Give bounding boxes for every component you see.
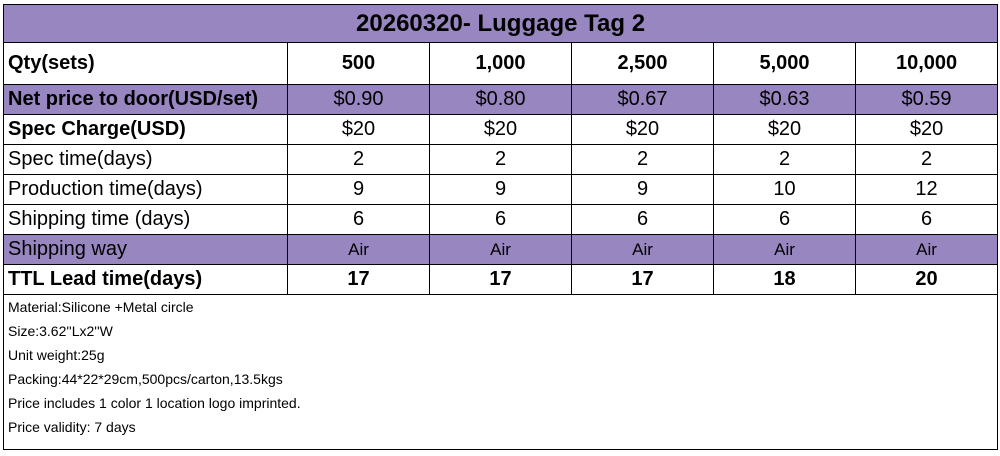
qty-header-row: Qty(sets) 500 1,000 2,500 5,000 10,000: [3, 42, 999, 85]
value-cell: 2: [287, 144, 430, 175]
note-line: Packing:44*22*29cm,500pcs/carton,13.5kgs: [8, 371, 283, 387]
value-cell: Air: [287, 234, 430, 265]
value-cell: 2: [713, 144, 856, 175]
notes-row: Material:Silicone +Metal circle Size:3.6…: [2, 294, 999, 450]
production-time-row: Production time(days) 9 9 9 10 12: [3, 174, 999, 205]
value-cell: $20: [854, 114, 999, 145]
value-cell: Air: [713, 234, 856, 265]
value-cell: 18: [713, 264, 856, 295]
value-cell: 6: [571, 204, 714, 235]
lead-time-row: TTL Lead time(days) 17 17 17 18 20: [3, 264, 999, 295]
row-label: Production time(days): [3, 174, 288, 205]
value-cell: 6: [713, 204, 856, 235]
title-row: 20260320- Luggage Tag 2: [2, 4, 999, 43]
note-line: Price includes 1 color 1 location logo i…: [8, 395, 301, 411]
price-cell: $0.59: [854, 84, 999, 115]
row-label: Net price to door(USD/set): [3, 84, 288, 115]
spec-charge-row: Spec Charge(USD) $20 $20 $20 $20 $20: [3, 114, 999, 145]
note-line: Material:Silicone +Metal circle: [8, 299, 194, 315]
qty-cell: 10,000: [854, 42, 999, 85]
value-cell: 9: [571, 174, 714, 205]
note-line: Size:3.62''Lx2''W: [8, 323, 113, 339]
value-cell: 20: [854, 264, 999, 295]
value-cell: 17: [571, 264, 714, 295]
value-cell: 10: [713, 174, 856, 205]
row-label: TTL Lead time(days): [3, 264, 288, 295]
price-cell: $0.63: [713, 84, 856, 115]
value-cell: 9: [287, 174, 430, 205]
shipping-time-row: Shipping time (days) 6 6 6 6 6: [3, 204, 999, 235]
value-cell: $20: [713, 114, 856, 145]
qty-cell: 500: [287, 42, 430, 85]
value-cell: 6: [429, 204, 572, 235]
row-label: Shipping way: [3, 234, 288, 265]
quote-sheet: 20260320- Luggage Tag 2 Qty(sets) 500 1,…: [2, 4, 999, 450]
value-cell: 2: [429, 144, 572, 175]
value-cell: 2: [854, 144, 999, 175]
qty-cell: 2,500: [571, 42, 714, 85]
shipping-way-row: Shipping way Air Air Air Air Air: [3, 234, 999, 265]
value-cell: 9: [429, 174, 572, 205]
value-cell: $20: [571, 114, 714, 145]
sheet-title: 20260320- Luggage Tag 2: [2, 4, 999, 43]
value-cell: Air: [571, 234, 714, 265]
value-cell: 2: [571, 144, 714, 175]
row-label: Shipping time (days): [3, 204, 288, 235]
net-price-row: Net price to door(USD/set) $0.90 $0.80 $…: [3, 84, 999, 115]
value-cell: $20: [429, 114, 572, 145]
price-cell: $0.67: [571, 84, 714, 115]
value-cell: 17: [287, 264, 430, 295]
qty-cell: 5,000: [713, 42, 856, 85]
spec-time-row: Spec time(days) 2 2 2 2 2: [3, 144, 999, 175]
price-cell: $0.80: [429, 84, 572, 115]
note-line: Unit weight:25g: [8, 347, 105, 363]
value-cell: 6: [854, 204, 999, 235]
row-label: Qty(sets): [3, 42, 288, 85]
qty-cell: 1,000: [429, 42, 572, 85]
value-cell: 17: [429, 264, 572, 295]
value-cell: Air: [429, 234, 572, 265]
value-cell: 12: [854, 174, 999, 205]
row-label: Spec Charge(USD): [3, 114, 288, 145]
note-line: Price validity: 7 days: [8, 419, 136, 435]
quote-table: 20260320- Luggage Tag 2 Qty(sets) 500 1,…: [2, 4, 999, 450]
notes-cell: Material:Silicone +Metal circle Size:3.6…: [2, 294, 999, 450]
value-cell: $20: [287, 114, 430, 145]
price-cell: $0.90: [287, 84, 430, 115]
value-cell: 6: [287, 204, 430, 235]
value-cell: Air: [854, 234, 999, 265]
row-label: Spec time(days): [3, 144, 288, 175]
